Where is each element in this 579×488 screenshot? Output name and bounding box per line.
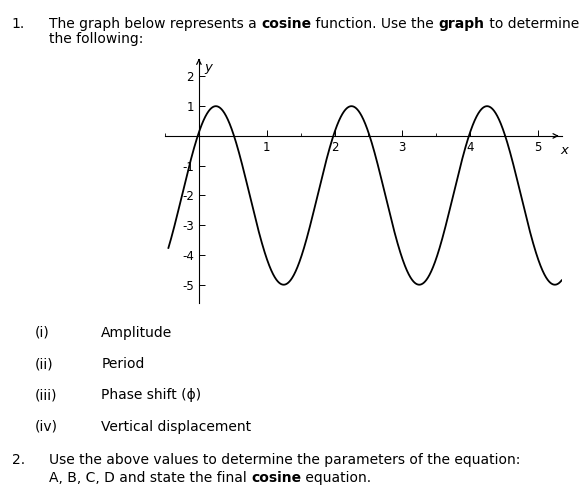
- Text: to determine: to determine: [485, 17, 579, 31]
- Text: equation.: equation.: [302, 471, 372, 485]
- Text: Amplitude: Amplitude: [101, 326, 173, 340]
- Text: cosine: cosine: [251, 471, 302, 485]
- Text: 2.: 2.: [12, 453, 25, 467]
- Text: (i): (i): [35, 326, 49, 340]
- Text: Phase shift (ϕ): Phase shift (ϕ): [101, 388, 201, 403]
- Text: (ii): (ii): [35, 357, 53, 371]
- Text: Use the above values to determine the parameters of the equation:: Use the above values to determine the pa…: [49, 453, 521, 467]
- Text: y: y: [204, 61, 212, 74]
- Text: (iii): (iii): [35, 388, 57, 403]
- Text: x: x: [560, 144, 568, 157]
- Text: 1.: 1.: [12, 17, 25, 31]
- Text: A, B, C, D and state the final: A, B, C, D and state the final: [49, 471, 251, 485]
- Text: graph: graph: [438, 17, 485, 31]
- Text: the following:: the following:: [49, 32, 144, 46]
- Text: Period: Period: [101, 357, 145, 371]
- Text: Vertical displacement: Vertical displacement: [101, 420, 251, 434]
- Text: function. Use the: function. Use the: [312, 17, 438, 31]
- Text: (iv): (iv): [35, 420, 58, 434]
- Text: cosine: cosine: [261, 17, 312, 31]
- Text: The graph below represents a: The graph below represents a: [49, 17, 261, 31]
